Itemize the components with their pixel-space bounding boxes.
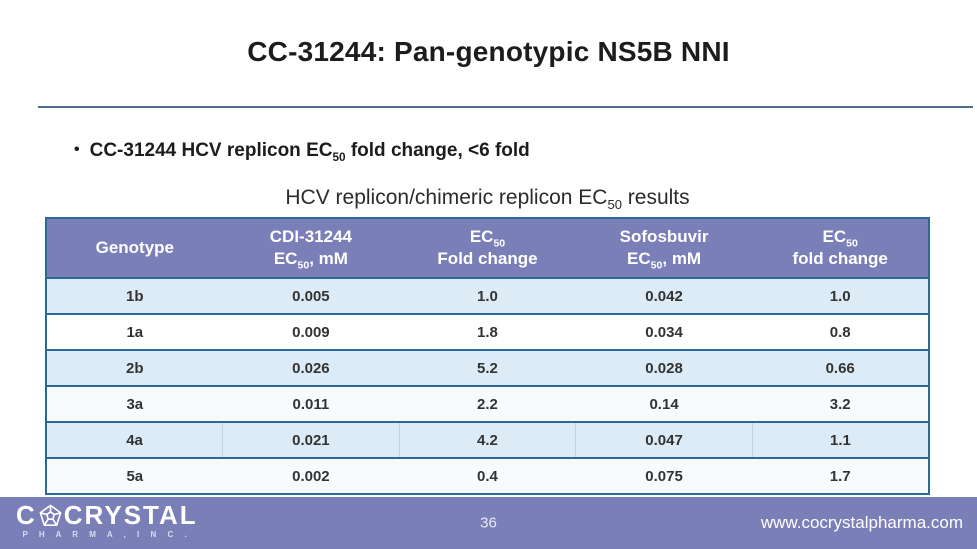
cell-sof-ec50: 0.042 — [575, 277, 753, 315]
cell-genotype: 1b — [45, 277, 223, 315]
cell-sof-ec50: 0.028 — [575, 349, 753, 387]
footer-bar: C CRYSTAL P H A R M A , I N C . 36 www.co… — [0, 497, 977, 549]
company-logo-text: C CRYSTAL — [16, 500, 198, 530]
slide-title: CC-31244: Pan-genotypic NS5B NNI — [247, 36, 730, 67]
table-row: 1a 0.009 1.8 0.034 0.8 — [45, 313, 930, 351]
column-header-ec50-fold-change: EC50 Fold change — [399, 217, 576, 279]
column-header-sofosbuvir-ec50: Sofosbuvir EC50, mM — [575, 217, 753, 279]
title-divider — [38, 106, 973, 108]
cell-sof-ec50: 0.14 — [575, 385, 753, 423]
cell-genotype: 4a — [45, 421, 223, 459]
website-link[interactable]: www.cocrystalpharma.com — [760, 513, 963, 532]
cell-sof-fold-change: 0.66 — [752, 349, 930, 387]
cell-sof-fold-change: 1.7 — [752, 457, 930, 495]
company-logo: C CRYSTAL P H A R M A , I N C . — [16, 502, 198, 539]
cell-cdi-fold-change: 4.2 — [398, 421, 576, 459]
cell-genotype: 1a — [45, 313, 223, 351]
cell-sof-ec50: 0.075 — [575, 457, 753, 495]
cell-cdi-fold-change: 0.4 — [399, 457, 576, 495]
bullet-marker: • — [74, 141, 80, 158]
table-title: HCV replicon/chimeric replicon EC50 resu… — [285, 186, 690, 213]
cell-cdi-ec50: 0.005 — [222, 277, 400, 315]
cell-genotype: 3a — [45, 385, 223, 423]
results-table: Genotype CDI-31244 EC50, mM EC50 Fold ch… — [45, 217, 930, 495]
table-row: 1b 0.005 1.0 0.042 1.0 — [45, 277, 930, 315]
bullet-point: • CC-31244 HCV replicon EC50 fold change,… — [74, 140, 530, 164]
table-row: 4a 0.021 4.2 0.047 1.1 — [45, 421, 930, 459]
company-logo-subtext: P H A R M A , I N C . — [22, 530, 192, 539]
cell-cdi-ec50: 0.009 — [222, 313, 400, 351]
cell-genotype: 2b — [45, 349, 223, 387]
cell-sof-fold-change: 3.2 — [752, 385, 930, 423]
header-row: Genotype CDI-31244 EC50, mM EC50 Fold ch… — [45, 217, 930, 279]
column-header-sofosbuvir-ec50-fold-change: EC50 fold change — [752, 217, 930, 279]
cell-sof-fold-change: 1.0 — [752, 277, 930, 315]
cell-cdi-ec50: 0.021 — [222, 421, 400, 459]
cell-sof-fold-change: 1.1 — [751, 421, 930, 459]
column-header-cdi-31244-ec50: CDI-31244 EC50, mM — [222, 217, 400, 279]
cell-cdi-fold-change: 5.2 — [399, 349, 576, 387]
column-header-genotype: Genotype — [45, 217, 223, 279]
cell-cdi-fold-change: 1.8 — [399, 313, 576, 351]
table-row: 2b 0.026 5.2 0.028 0.66 — [45, 349, 930, 387]
cell-sof-ec50: 0.047 — [575, 421, 753, 459]
bullet-text: CC-31244 HCV replicon EC50 fold change, … — [89, 140, 530, 164]
cell-cdi-ec50: 0.002 — [222, 457, 400, 495]
table-row: 5a 0.002 0.4 0.075 1.7 — [45, 457, 930, 495]
table-row: 3a 0.011 2.2 0.14 3.2 — [45, 385, 930, 423]
cell-sof-fold-change: 0.8 — [752, 313, 930, 351]
cell-cdi-ec50: 0.011 — [222, 385, 400, 423]
cell-cdi-ec50: 0.026 — [222, 349, 400, 387]
cell-genotype: 5a — [45, 457, 223, 495]
cell-sof-ec50: 0.034 — [575, 313, 753, 351]
cell-cdi-fold-change: 1.0 — [399, 277, 576, 315]
page-number: 36 — [480, 514, 497, 532]
cell-cdi-fold-change: 2.2 — [399, 385, 576, 423]
crystal-gem-icon — [39, 504, 62, 526]
